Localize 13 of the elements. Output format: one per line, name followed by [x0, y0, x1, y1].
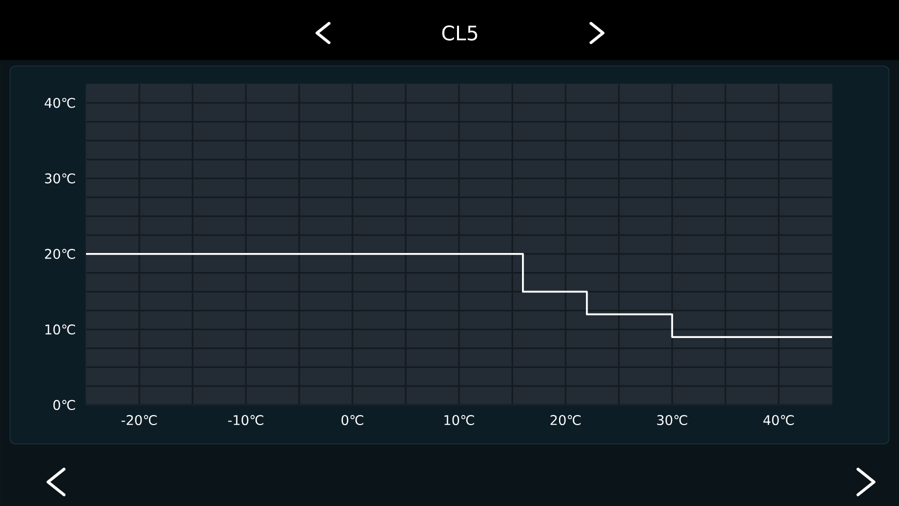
- y-tick-label: 40℃: [44, 98, 76, 108]
- x-tick-label: -10℃: [228, 415, 264, 426]
- x-tick-label: 10℃: [444, 415, 474, 426]
- x-tick-label: 0℃: [342, 415, 364, 426]
- y-tick-label: 20℃: [45, 248, 76, 259]
- y-tick-label: 10℃: [45, 324, 76, 334]
- chart-title: CL5: [442, 25, 478, 41]
- x-tick-label: 30℃: [657, 415, 688, 426]
- x-tick-label: 40℃: [763, 415, 794, 426]
- y-tick-label: 0℃: [53, 400, 76, 410]
- x-tick-label: -20℃: [122, 415, 157, 426]
- y-tick-label: 30℃: [45, 173, 76, 184]
- x-tick-label: 20℃: [550, 415, 581, 426]
